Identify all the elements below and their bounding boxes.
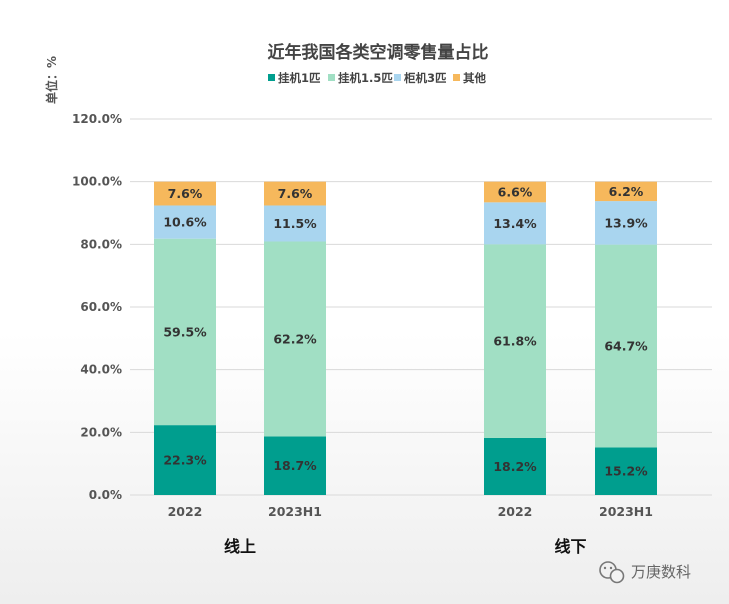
bars: 22.3% 59.5% 10.6% 7.6% 18.7% 62.2% 11.5% 7.6% 18… <box>154 181 657 495</box>
data-label: 15.2% <box>604 464 648 479</box>
x-tick-label: 2023H1 <box>268 504 322 519</box>
y-tick-label: 80.0% <box>80 237 122 251</box>
bar-segment <box>484 244 546 438</box>
chart-title: 近年我国各类空调零售量占比 <box>268 42 489 63</box>
watermark-text: 万庚数科 <box>631 563 691 581</box>
legend-entry: 挂机1匹 <box>278 71 321 85</box>
legend-entry: 柜机3匹 <box>403 71 447 85</box>
data-label: 18.2% <box>493 459 537 474</box>
data-label: 22.3% <box>163 453 207 468</box>
bar-segment <box>595 244 657 448</box>
bar-segment <box>484 202 546 245</box>
bar-segment <box>154 205 216 239</box>
grid-lines <box>130 118 712 496</box>
data-label: 7.6% <box>168 186 203 201</box>
x-tick-label: 2022 <box>498 504 533 519</box>
legend-swatch <box>394 74 401 81</box>
bar-segment <box>154 425 216 495</box>
watermark: 万庚数科 <box>599 561 691 584</box>
bar-segment <box>595 447 657 495</box>
group-labels: 线上 线下 <box>224 537 587 556</box>
data-label: 13.9% <box>604 215 648 230</box>
data-label: 61.8% <box>493 334 537 349</box>
data-label: 13.4% <box>493 216 537 231</box>
legend-entry: 其他 <box>463 71 486 85</box>
y-tick-label: 20.0% <box>80 425 122 439</box>
y-tick-label: 0.0% <box>89 488 122 502</box>
bar-segment <box>154 181 216 206</box>
legend: 挂机1匹 挂机1.5匹 柜机3匹 其他 <box>268 71 486 85</box>
bar-segment <box>595 181 657 202</box>
y-tick-label: 100.0% <box>72 175 122 189</box>
group-label: 线下 <box>554 537 586 556</box>
x-tick-label: 2023H1 <box>599 504 653 519</box>
bar-segment <box>595 201 657 245</box>
data-label: 18.7% <box>273 458 317 473</box>
bar-segment <box>264 181 326 206</box>
legend-entry: 挂机1.5匹 <box>338 71 393 85</box>
data-label: 62.2% <box>273 331 317 346</box>
bar-segment <box>264 205 326 242</box>
group-label: 线上 <box>224 537 256 556</box>
y-tick-label: 120.0% <box>72 112 122 126</box>
y-tick-label: 40.0% <box>80 363 122 377</box>
data-label: 64.7% <box>604 339 648 354</box>
y-tick-label: 60.0% <box>80 300 122 314</box>
data-label: 7.6% <box>278 186 313 201</box>
y-axis-label: 单位：% <box>44 56 59 104</box>
bar-segment <box>154 238 216 426</box>
data-label: 6.2% <box>609 184 644 199</box>
data-label: 11.5% <box>273 216 317 231</box>
x-axis: 2022 2023H1 2022 2023H1 <box>168 504 653 519</box>
bar-segment <box>264 241 326 437</box>
wechat-icon <box>599 561 625 584</box>
bar-segment <box>484 181 546 203</box>
y-axis: 0.0% 20.0% 40.0% 60.0% 80.0% 100.0% 120.0% <box>72 112 122 502</box>
legend-swatch <box>328 74 335 81</box>
bar-segment <box>264 436 326 495</box>
legend-swatch <box>268 74 275 81</box>
data-label: 10.6% <box>163 215 207 230</box>
data-label: 6.6% <box>498 185 533 200</box>
bar-segment <box>484 437 546 495</box>
legend-swatch <box>453 74 460 81</box>
x-tick-label: 2022 <box>168 504 203 519</box>
data-label: 59.5% <box>163 324 207 339</box>
